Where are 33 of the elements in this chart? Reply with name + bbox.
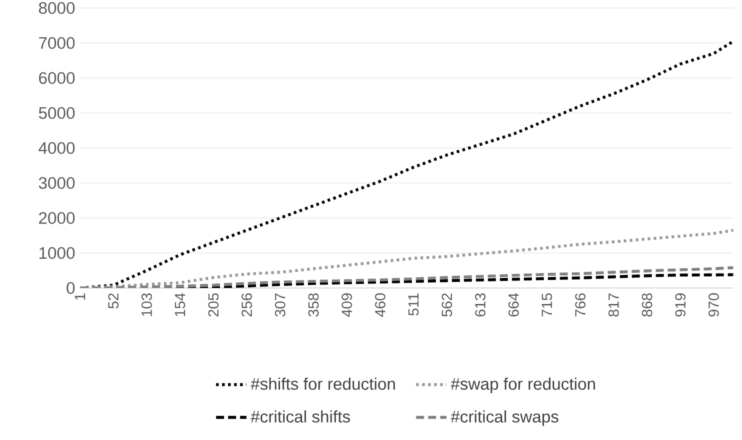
y-tick-label: 1000 bbox=[39, 247, 75, 259]
y-tick-label: 2000 bbox=[39, 212, 75, 224]
y-tick-label: 0 bbox=[66, 282, 75, 294]
y-tick-label: 7000 bbox=[39, 37, 75, 49]
y-tick-label: 3000 bbox=[38, 177, 75, 189]
x-tick-label: 919 bbox=[675, 293, 686, 316]
x-tick-label: 970 bbox=[708, 293, 719, 316]
x-tick-label: 511 bbox=[408, 293, 419, 316]
y-tick-label: 6000 bbox=[39, 72, 75, 84]
x-tick-label: 52 bbox=[108, 293, 119, 308]
legend-label: #swap for reduction bbox=[450, 378, 595, 394]
legend-label: #shifts for reduction bbox=[250, 378, 395, 390]
x-tick-label: 256 bbox=[242, 293, 252, 316]
x-tick-label: 664 bbox=[508, 293, 519, 316]
x-tick-label: 562 bbox=[442, 293, 452, 317]
y-tick-label: 5000 bbox=[38, 107, 75, 119]
x-tick-label: 868 bbox=[642, 293, 652, 317]
x-tick-label: 817 bbox=[608, 293, 619, 317]
y-tick-label: 8000 bbox=[38, 2, 75, 14]
y-tick-label: 4000 bbox=[38, 142, 75, 154]
x-tick-label: 154 bbox=[174, 293, 186, 316]
x-tick-label: 307 bbox=[274, 293, 286, 317]
x-tick-label: 715 bbox=[542, 293, 552, 316]
x-tick-label: 358 bbox=[308, 293, 319, 317]
x-tick-label: 766 bbox=[575, 293, 586, 316]
x-tick-label: 103 bbox=[142, 293, 152, 316]
x-tick-label: 1 bbox=[74, 293, 86, 300]
x-tick-label: 460 bbox=[375, 293, 386, 317]
legend-label: #critical shifts bbox=[250, 410, 350, 423]
x-tick-label: 613 bbox=[475, 293, 486, 316]
legend-label: #critical swaps bbox=[450, 410, 558, 426]
x-tick-label: 409 bbox=[342, 293, 352, 317]
x-tick-label: 205 bbox=[208, 293, 219, 316]
